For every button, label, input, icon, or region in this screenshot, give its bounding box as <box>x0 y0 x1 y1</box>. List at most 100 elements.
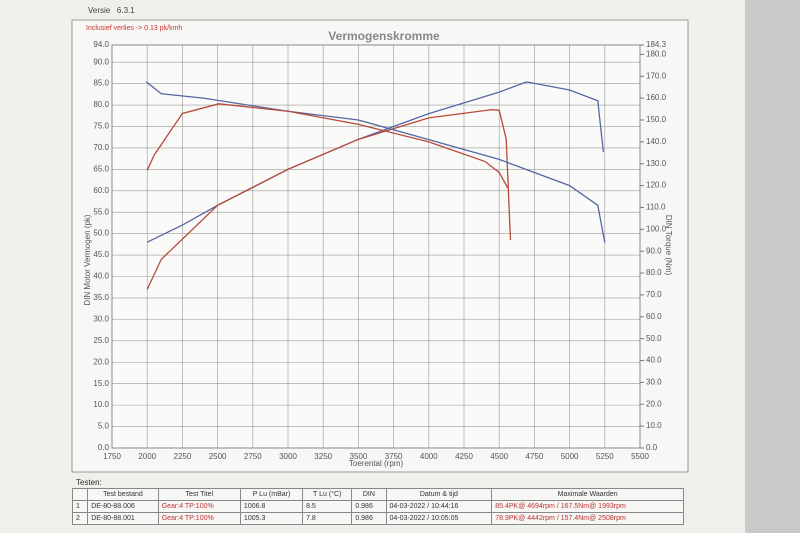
column-header: DIN <box>351 488 387 501</box>
table-cell: 85.4PK@ 4694rpm / 167.5Nm@ 1993rpm <box>491 500 684 513</box>
table-cell: 1 <box>71 500 89 513</box>
x-tick-label: 4000 <box>420 452 438 461</box>
y2-tick-label: 70.0 <box>646 290 662 299</box>
table-cell: 0.986 <box>351 500 387 513</box>
x-tick-label: 4250 <box>455 452 473 461</box>
y2-axis-label: DIN Torque (Nm) <box>664 215 673 276</box>
x-tick-label: 3750 <box>385 452 403 461</box>
y2-tick-label: 110.0 <box>646 203 666 212</box>
y-tick-label: 10.0 <box>93 400 109 409</box>
y-tick-label: 55.0 <box>93 207 109 216</box>
y2-tick-label: 160.0 <box>646 93 667 102</box>
y2-tick-label: 30.0 <box>646 378 662 387</box>
x-tick-label: 5250 <box>596 452 614 461</box>
y-tick-label: 50.0 <box>93 229 109 238</box>
y2-tick-label: 184.3 <box>646 40 667 49</box>
y2-tick-label: 60.0 <box>646 312 662 321</box>
y2-tick-label: 20.0 <box>646 399 662 408</box>
chart: Vermogenskromme Inclusief verlies -> 0.1… <box>71 19 689 473</box>
y-tick-label: 80.0 <box>93 100 109 109</box>
y-tick-label: 25.0 <box>93 336 109 345</box>
x-tick-label: 2000 <box>138 452 156 461</box>
x-tick-label: 2750 <box>244 452 262 461</box>
table-cell: 2 <box>71 512 89 525</box>
version-label: Versie <box>88 6 111 15</box>
y-tick-label: 5.0 <box>98 422 110 431</box>
table-cell: 78.9PK@ 4442rpm / 157.4Nm@ 2508rpm <box>491 512 684 525</box>
x-tick-label: 2250 <box>174 452 192 461</box>
y-tick-label: 0.0 <box>98 443 110 452</box>
table-cell: 7.8 <box>302 512 353 525</box>
series-line <box>146 109 512 290</box>
table-cell: 0.986 <box>351 512 387 525</box>
table-row: 1 DE-80-88.006 Gear:4 TP:100% 1006.8 8.5 0.98… <box>71 500 684 513</box>
table-cell: DE-80-88.006 <box>87 500 159 513</box>
annotation: Inclusief verlies -> 0.13 pk/kmh <box>86 25 182 32</box>
y-tick-label: 94.0 <box>93 40 109 49</box>
y-tick-label: 70.0 <box>93 143 109 152</box>
x-tick-label: 4750 <box>526 452 544 461</box>
y2-tick-label: 40.0 <box>646 356 662 365</box>
y-tick-label: 90.0 <box>93 57 109 66</box>
y2-tick-label: 80.0 <box>646 268 662 277</box>
column-header: P Lu (mBar) <box>239 488 304 501</box>
chart-title: Vermogenskromme <box>328 29 440 43</box>
y-tick-label: 35.0 <box>93 293 109 302</box>
y2-tick-label: 180.0 <box>646 50 667 59</box>
table-cell: Gear:4 TP:100% <box>157 500 241 513</box>
y2-tick-label: 120.0 <box>646 181 667 190</box>
plot-area <box>111 44 641 449</box>
y-tick-label: 60.0 <box>93 186 109 195</box>
version: Versie 6.3.1 <box>88 6 135 15</box>
y2-tick-label: 130.0 <box>646 159 667 168</box>
y2-tick-label: 90.0 <box>646 246 662 255</box>
column-header <box>71 488 89 501</box>
x-tick-label: 4500 <box>490 452 508 461</box>
x-tick-label: 3500 <box>350 452 368 461</box>
binder <box>745 0 800 533</box>
column-header: Datum & tijd <box>385 488 493 501</box>
y-tick-label: 45.0 <box>93 250 109 259</box>
series-line <box>146 81 605 243</box>
y2-tick-label: 150.0 <box>646 115 667 124</box>
table-cell: 1005.3 <box>239 512 304 525</box>
table-cell: 1006.8 <box>239 500 304 513</box>
y-tick-label: 65.0 <box>93 164 109 173</box>
table-cell: Gear:4 TP:100% <box>157 512 241 525</box>
table-row: 2 DE-80-88.001 Gear:4 TP:100% 1005.3 7.8 0.98… <box>71 512 684 525</box>
column-header: T Lu (°C) <box>302 488 353 501</box>
test-table: Test bestand Test Titel P Lu (mBar) T Lu (°… <box>71 488 684 525</box>
table-caption: Testen: <box>76 478 102 487</box>
table-cell: 04-03-2022 / 10:44:16 <box>385 500 493 513</box>
y2-tick-label: 50.0 <box>646 334 662 343</box>
y2-tick-label: 10.0 <box>646 421 662 430</box>
x-tick-label: 3000 <box>279 452 297 461</box>
column-header: Maximale Waarden <box>491 488 684 501</box>
y-tick-label: 20.0 <box>93 357 109 366</box>
table-cell: 8.5 <box>302 500 353 513</box>
column-header: Test Titel <box>157 488 241 501</box>
header-row: Test bestand Test Titel P Lu (mBar) T Lu (°… <box>71 488 684 501</box>
x-tick-label: 5500 <box>631 452 649 461</box>
x-tick-label: 5000 <box>561 452 579 461</box>
y-tick-label: 30.0 <box>93 314 109 323</box>
series-line <box>145 81 606 243</box>
y2-tick-label: 0.0 <box>646 443 658 452</box>
series-line <box>146 103 509 189</box>
x-tick-label: 2500 <box>209 452 227 461</box>
y-tick-label: 15.0 <box>93 379 109 388</box>
y2-tick-label: 140.0 <box>646 137 667 146</box>
y-tick-label: 75.0 <box>93 122 109 131</box>
table-cell: 04-03-2022 / 10:05:05 <box>385 512 493 525</box>
version-value: 6.3.1 <box>116 6 135 15</box>
x-tick-label: 3250 <box>314 452 332 461</box>
x-axis-label: Toerental (rpm) <box>349 459 404 468</box>
y-axis-label: DIN Motor Vermogen (pk) <box>83 214 92 305</box>
y2-tick-label: 170.0 <box>646 71 667 80</box>
y-tick-label: 40.0 <box>93 272 109 281</box>
column-header: Test bestand <box>87 488 159 501</box>
table-cell: DE-80-88.001 <box>87 512 159 525</box>
x-tick-label: 1750 <box>103 452 121 461</box>
y2-tick-label: 100.0 <box>646 224 667 233</box>
